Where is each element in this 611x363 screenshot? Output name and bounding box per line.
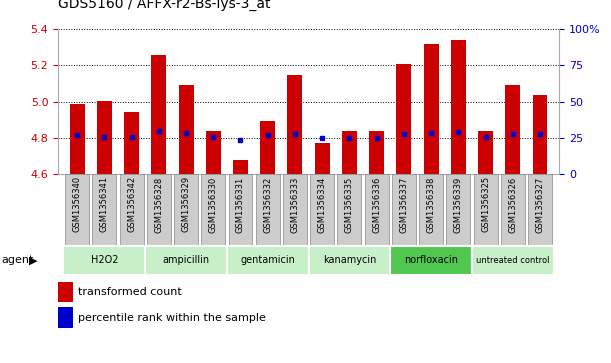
Bar [65, 174, 89, 245]
Bar [201, 174, 225, 245]
Bar [533, 95, 547, 174]
Text: GSM1356331: GSM1356331 [236, 176, 245, 233]
Text: GSM1356335: GSM1356335 [345, 176, 354, 233]
Text: GSM1356339: GSM1356339 [454, 176, 463, 233]
Bar [97, 101, 112, 174]
Bar [70, 104, 84, 174]
Text: GSM1356342: GSM1356342 [127, 176, 136, 232]
Bar [283, 174, 307, 245]
Text: percentile rank within the sample: percentile rank within the sample [78, 313, 266, 323]
Bar [474, 174, 497, 245]
Text: GSM1356336: GSM1356336 [372, 176, 381, 233]
Bar [227, 246, 309, 275]
Bar [397, 64, 411, 174]
Text: agent: agent [2, 256, 34, 265]
Bar [528, 174, 552, 245]
Text: GSM1356333: GSM1356333 [290, 176, 299, 233]
Bar [365, 174, 389, 245]
Text: norfloxacin: norfloxacin [404, 256, 458, 265]
Bar [447, 174, 470, 245]
Text: ▶: ▶ [29, 256, 38, 265]
Bar [478, 131, 493, 174]
Bar [337, 174, 361, 245]
Bar [260, 121, 275, 174]
Bar [501, 174, 525, 245]
Text: untreated control: untreated control [476, 256, 549, 265]
Bar [206, 131, 221, 174]
Text: GSM1356340: GSM1356340 [73, 176, 82, 232]
Text: GSM1356341: GSM1356341 [100, 176, 109, 232]
Bar [58, 307, 73, 328]
Bar [390, 246, 472, 275]
Bar [229, 174, 252, 245]
Bar [174, 174, 198, 245]
Text: GSM1356326: GSM1356326 [508, 176, 518, 233]
Bar [472, 246, 554, 275]
Bar [369, 131, 384, 174]
Text: GSM1356338: GSM1356338 [426, 176, 436, 233]
Text: gentamicin: gentamicin [240, 256, 295, 265]
Bar [256, 174, 280, 245]
Bar [310, 174, 334, 245]
Bar [152, 56, 166, 174]
Text: H2O2: H2O2 [90, 256, 118, 265]
Bar [342, 131, 357, 174]
Bar [120, 174, 144, 245]
Bar [58, 282, 73, 302]
Bar [419, 174, 443, 245]
Text: ampicillin: ampicillin [163, 256, 210, 265]
Bar [315, 143, 330, 174]
Bar [287, 76, 302, 174]
Text: GSM1356330: GSM1356330 [209, 176, 218, 233]
Bar [423, 44, 439, 174]
Bar [392, 174, 416, 245]
Text: GSM1356337: GSM1356337 [400, 176, 408, 233]
Text: GSM1356329: GSM1356329 [181, 176, 191, 232]
Text: GSM1356332: GSM1356332 [263, 176, 273, 233]
Bar [309, 246, 390, 275]
Text: kanamycin: kanamycin [323, 256, 376, 265]
Text: GSM1356334: GSM1356334 [318, 176, 327, 233]
Bar [505, 85, 520, 174]
Bar [233, 160, 248, 174]
Text: GSM1356327: GSM1356327 [535, 176, 544, 233]
Text: GSM1356328: GSM1356328 [155, 176, 163, 233]
Bar [145, 246, 227, 275]
Bar [178, 85, 194, 174]
Text: GSM1356325: GSM1356325 [481, 176, 490, 232]
Bar [451, 40, 466, 174]
Bar [147, 174, 171, 245]
Bar [92, 174, 116, 245]
Text: transformed count: transformed count [78, 287, 182, 297]
Bar [124, 112, 139, 174]
Text: GDS5160 / AFFX-r2-Bs-lys-3_at: GDS5160 / AFFX-r2-Bs-lys-3_at [58, 0, 271, 11]
Bar [64, 246, 145, 275]
